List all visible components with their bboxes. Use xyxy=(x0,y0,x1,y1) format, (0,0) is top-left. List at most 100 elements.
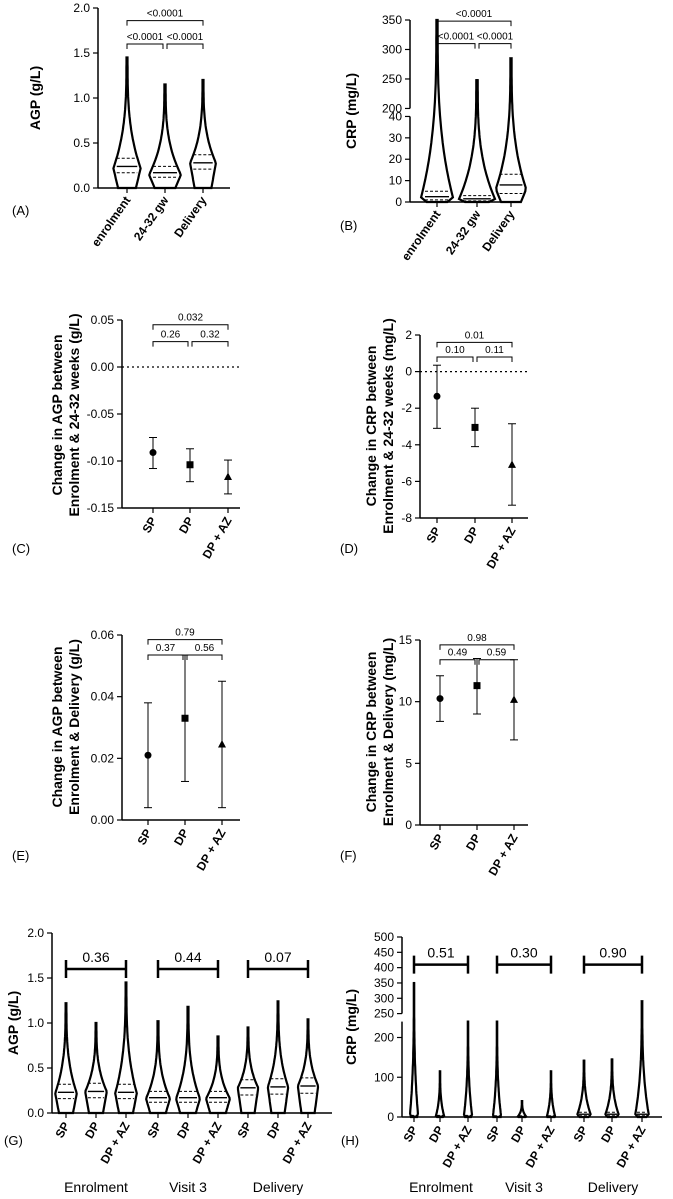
p-value-label: 0.49 xyxy=(448,648,468,659)
panel-d: -8 -6 -4 -2 0 2 Change in CRP betweenEnrolment… xyxy=(340,318,528,571)
x-category-label: DP xyxy=(598,1124,618,1145)
y-axis-label: CRP (mg/L) xyxy=(343,73,359,149)
x-category-label: SP xyxy=(423,525,443,546)
y-tick-label: 2.0 xyxy=(73,1,90,15)
panel-letter: (A) xyxy=(12,203,29,218)
group-label: Enrolment xyxy=(409,1179,473,1195)
y-tick-label: -0.10 xyxy=(87,454,115,468)
data-point xyxy=(473,682,481,690)
group-label: Delivery xyxy=(253,1179,304,1195)
violin xyxy=(491,1020,503,1119)
x-category-label: DP xyxy=(176,515,196,536)
significance-bracket xyxy=(186,654,223,661)
y-tick-label: 2.0 xyxy=(27,926,44,940)
violin xyxy=(495,57,527,204)
x-category-label: 24-32 gw xyxy=(131,193,172,243)
data-point xyxy=(186,461,194,469)
panel-letter: (F) xyxy=(340,848,357,863)
y-tick-label: 350 xyxy=(374,976,394,990)
data-point xyxy=(433,392,441,400)
significance-bracket xyxy=(126,43,164,49)
y-tick-label: 450 xyxy=(374,945,394,959)
p-value-label: 0.37 xyxy=(156,643,176,654)
x-category-label: Delivery xyxy=(479,207,517,254)
x-category-label: DP + AZ xyxy=(98,1120,133,1167)
violin xyxy=(112,56,142,190)
panel-letter: (E) xyxy=(12,848,29,863)
x-category-label: SP xyxy=(134,827,154,848)
group-label: Visit 3 xyxy=(169,1179,207,1195)
p-value-label: 0.90 xyxy=(599,945,626,961)
y-tick-label: 500 xyxy=(374,930,394,944)
significance-bracket xyxy=(147,654,184,661)
panel-c: -0.15 -0.10 -0.05 0.00 0.05 Change in AGP bet… xyxy=(12,313,240,561)
significance-bracket xyxy=(152,341,189,347)
violin xyxy=(175,1005,201,1115)
violin xyxy=(604,1058,620,1119)
y-tick-label: 2 xyxy=(405,328,412,342)
y-tick-label: 0.5 xyxy=(73,136,90,150)
violin xyxy=(296,1018,320,1115)
y-tick-label: 1.5 xyxy=(73,46,90,60)
p-value-label: 0.98 xyxy=(467,633,487,644)
y-tick-label: 0.5 xyxy=(27,1061,44,1075)
x-category-label: DP + AZ xyxy=(486,832,521,879)
panel-letter: (C) xyxy=(12,541,30,556)
y-tick-label: 1.5 xyxy=(27,971,44,985)
p-value-label: 0.01 xyxy=(465,330,485,341)
p-value-label: 0.30 xyxy=(510,945,537,961)
group-label: Enrolment xyxy=(64,1179,128,1195)
data-point xyxy=(471,423,479,431)
data-point xyxy=(149,449,157,457)
y-tick-label: 0 xyxy=(387,1110,394,1124)
x-category-label: DP xyxy=(171,827,191,848)
violin xyxy=(462,1020,474,1119)
y-axis-label: Change in AGP betweenEnrolment & 24-32 w… xyxy=(49,313,82,516)
y-axis-label: Change in CRP betweenEnrolment & 24-32 w… xyxy=(363,318,396,534)
y-tick-label: 10 xyxy=(389,174,403,188)
significance-bracket xyxy=(436,341,513,348)
y-tick-label: -2 xyxy=(401,401,412,415)
p-value-label: 0.032 xyxy=(178,313,203,324)
x-category-label: DP xyxy=(461,525,481,546)
y-tick-label: 250 xyxy=(382,72,402,86)
x-category-label: DP xyxy=(463,832,483,853)
p-value-label: <0.0001 xyxy=(167,32,204,43)
y-axis-label: AGP (g/L) xyxy=(27,66,43,130)
significance-bracket xyxy=(478,659,515,665)
data-point xyxy=(510,695,518,703)
y-tick-label: 40 xyxy=(389,109,403,123)
y-tick-label: 0.06 xyxy=(91,628,115,642)
x-category-label: DP xyxy=(508,1124,528,1145)
x-category-label: DP + AZ xyxy=(194,827,229,874)
y-tick-label: 0.04 xyxy=(91,690,115,704)
p-value-label: 0.07 xyxy=(264,949,291,965)
x-category-label: DP xyxy=(174,1120,194,1141)
x-category-label: enrolment xyxy=(89,194,134,250)
violin xyxy=(634,1000,650,1119)
y-tick-label: 0 xyxy=(405,365,412,379)
x-category-label: SP xyxy=(426,832,446,853)
y-tick-label: 0.00 xyxy=(91,813,115,827)
significance-bracket xyxy=(246,960,310,978)
significance-bracket xyxy=(191,341,229,347)
p-value-label: 0.26 xyxy=(161,330,181,341)
y-tick-label: 5 xyxy=(405,756,412,770)
y-axis-label: Change in CRP betweenEnrolment & Deliver… xyxy=(363,638,396,826)
violin xyxy=(114,981,138,1115)
significance-bracket xyxy=(166,43,204,49)
p-value-label: 0.36 xyxy=(82,949,109,965)
y-tick-label: 350 xyxy=(382,13,402,27)
significance-bracket xyxy=(495,955,553,974)
x-category-label: DP + AZ xyxy=(190,1120,225,1167)
y-tick-label: 0.0 xyxy=(27,1106,44,1120)
y-tick-label: 0 xyxy=(405,818,412,832)
p-value-label: 0.59 xyxy=(487,648,507,659)
p-value-label: <0.0001 xyxy=(456,9,493,20)
significance-bracket xyxy=(152,324,229,330)
x-category-label: DP + AZ xyxy=(200,515,235,562)
p-value-label: <0.0001 xyxy=(438,32,475,43)
